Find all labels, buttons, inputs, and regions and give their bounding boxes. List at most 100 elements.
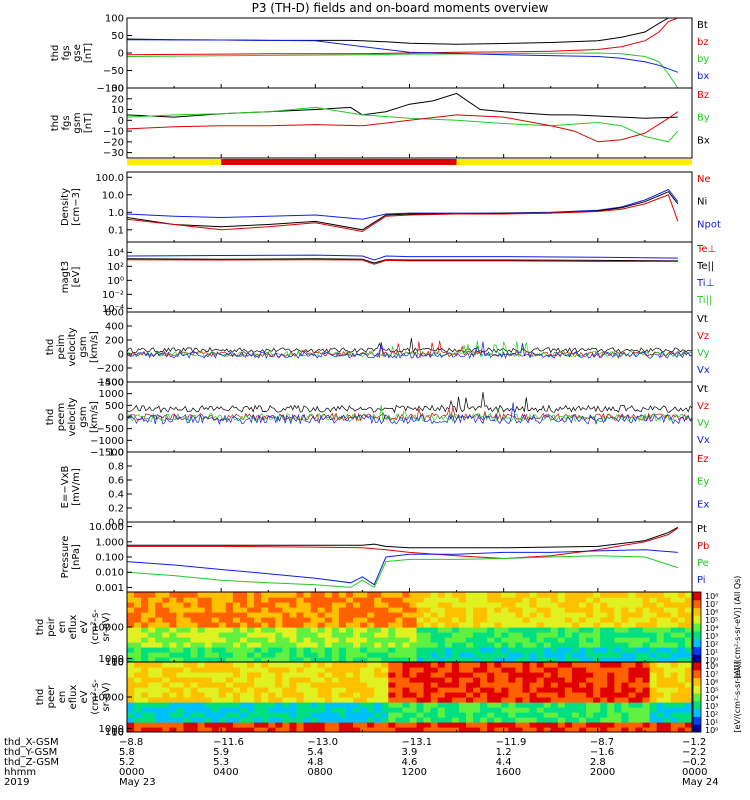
spectrogram-cell <box>600 707 608 713</box>
spectrogram-cell <box>148 697 156 703</box>
spectrogram-cell <box>247 717 255 723</box>
spectrogram-cell <box>684 632 692 638</box>
spectrogram-cell <box>310 632 319 638</box>
spectrogram-cell <box>374 697 382 703</box>
panel-2 <box>127 159 692 165</box>
spectrogram-cell <box>444 697 453 703</box>
colorbar-swatch <box>693 654 701 663</box>
spectrogram-cell <box>141 727 149 732</box>
spectrogram-cell <box>522 622 531 628</box>
spectrogram-cell <box>162 612 170 618</box>
series-Vt <box>127 391 692 414</box>
spectrogram-cell <box>247 632 255 638</box>
spectrogram-cell <box>331 677 340 683</box>
spectrogram-cell <box>458 672 467 678</box>
spectrogram-cell <box>388 602 396 608</box>
spectrogram-cell <box>381 667 389 673</box>
spectrogram-cell <box>437 722 446 728</box>
spectrogram-cell <box>338 612 347 618</box>
spectrogram-cell <box>289 627 298 633</box>
spectrogram-cell <box>656 702 665 708</box>
spectrogram-cell <box>480 717 488 723</box>
spectrogram-cell <box>190 667 199 673</box>
spectrogram-cell <box>324 612 333 618</box>
spectrogram-cell <box>324 677 333 683</box>
spectrogram-cell <box>593 707 601 713</box>
spectrogram-cell <box>579 637 587 643</box>
spectrogram-cell <box>480 677 488 683</box>
spectrogram-cell <box>324 617 333 623</box>
colorbar-swatch <box>693 693 701 702</box>
spectrogram-cell <box>437 697 446 703</box>
spectrogram-cell <box>607 702 615 708</box>
spectrogram-cell <box>480 662 488 668</box>
spectrogram-cell <box>303 617 312 623</box>
spectrogram-cell <box>183 682 192 688</box>
spectrogram-cell <box>176 662 185 668</box>
spectrogram-cell <box>600 672 608 678</box>
colorbar-tick-label: 10⁷ <box>705 600 718 609</box>
spectrogram-cell <box>409 682 418 688</box>
spectrogram-cell <box>211 607 220 613</box>
spectrogram-cell <box>586 672 594 678</box>
y-tick-label: 0.2 <box>108 504 124 515</box>
spectrogram-cell <box>677 607 686 613</box>
spectrogram-cell <box>211 692 220 698</box>
spectrogram-cell <box>670 597 679 603</box>
spectrogram-cell <box>416 652 425 658</box>
spectrogram-cell <box>204 652 213 658</box>
spectrogram-cell <box>487 632 495 638</box>
spectrogram-cell <box>282 692 291 698</box>
spectrogram-cell <box>254 597 262 603</box>
spectrogram-cell <box>240 702 248 708</box>
spectrogram-cell <box>197 727 206 732</box>
spectrogram-cell <box>600 597 608 603</box>
spectrogram-cell <box>155 717 163 723</box>
spectrogram-cell <box>571 697 580 703</box>
spectrogram-cell <box>430 727 439 732</box>
spectrogram-cell <box>466 702 474 708</box>
spectrogram-cell <box>240 682 248 688</box>
spectrogram-cell <box>225 682 234 688</box>
spectrogram-cell <box>289 652 298 658</box>
spectrogram-cell <box>367 727 375 732</box>
spectrogram-cell <box>409 707 418 713</box>
spectrogram-cell <box>190 712 199 718</box>
spectrogram-cell <box>388 672 396 678</box>
spectrogram-cell <box>656 642 665 648</box>
spectrogram-cell <box>423 652 432 658</box>
spectrogram-cell <box>183 632 192 638</box>
spectrogram-cell <box>473 607 481 613</box>
spectrogram-cell <box>571 682 580 688</box>
spectrogram-cell <box>381 652 389 658</box>
spectrogram-cell <box>621 627 630 633</box>
spectrogram-cell <box>600 627 608 633</box>
spectrogram-cell <box>536 667 545 673</box>
spectrogram-cell <box>600 712 608 718</box>
spectrogram-cell <box>190 637 199 643</box>
spectrogram-cell <box>261 677 269 683</box>
spectrogram-cell <box>162 682 170 688</box>
spectrogram-cell <box>395 642 404 648</box>
spectrogram-cell <box>508 652 517 658</box>
spectrogram-cell <box>204 697 213 703</box>
spectrogram-cell <box>663 672 672 678</box>
spectrogram-cell <box>169 662 178 668</box>
spectrogram-cell <box>254 702 262 708</box>
spectrogram-cell <box>444 632 453 638</box>
spectrogram-cell <box>458 622 467 628</box>
spectrogram-cell <box>232 722 241 728</box>
spectrogram-cell <box>148 617 156 623</box>
spectrogram-cell <box>197 707 206 713</box>
axis-value: −8.7 <box>590 737 614 748</box>
spectrogram-cell <box>557 612 566 618</box>
spectrogram-cell <box>225 647 234 653</box>
colorbar-swatch <box>693 592 701 601</box>
spectrogram-cell <box>331 612 340 618</box>
spectrogram-cell <box>247 697 255 703</box>
y-tick-label: 1000 <box>99 654 124 665</box>
spectrogram-cell <box>395 597 404 603</box>
spectrogram-cell <box>635 652 644 658</box>
spectrogram-cell <box>232 637 241 643</box>
